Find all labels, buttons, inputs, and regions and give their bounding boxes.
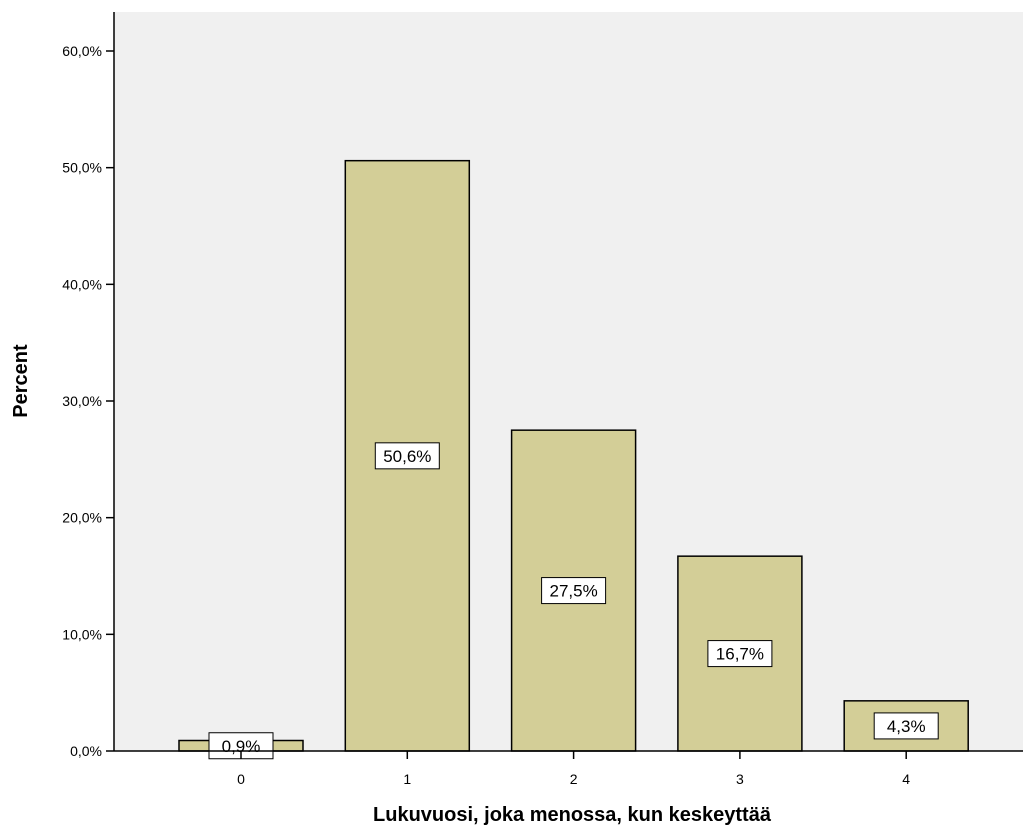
x-tick-label: 0: [237, 771, 245, 787]
y-tick-label: 50,0%: [62, 160, 102, 176]
y-tick-label: 60,0%: [62, 43, 102, 59]
data-label-text: 50,6%: [383, 447, 431, 466]
data-label-box: [873, 712, 939, 740]
x-tick-label: 3: [736, 771, 744, 787]
data-label-box: [707, 640, 773, 668]
data-label-text: 16,7%: [716, 645, 764, 664]
data-label-box: [541, 577, 607, 605]
y-tick-label: 10,0%: [62, 626, 102, 642]
y-tick-label: 30,0%: [62, 393, 102, 409]
data-label-text: 4,3%: [887, 717, 926, 736]
data-label-3: 16,7%: [707, 640, 773, 668]
y-tick-label: 20,0%: [62, 510, 102, 526]
data-label-text: 27,5%: [549, 582, 597, 601]
data-label-box: [374, 442, 440, 470]
y-axis-title: Percent: [10, 344, 32, 418]
data-label-2: 27,5%: [541, 577, 607, 605]
data-labels-group: 0,9%50,6%27,5%16,7%4,3%: [208, 442, 939, 760]
y-tick-label: 0,0%: [70, 743, 102, 759]
y-axis-ticks: 0,0% 10,0% 20,0% 30,0% 40,0% 50,0% 60,0%: [62, 43, 114, 759]
x-tick-label: 1: [403, 771, 411, 787]
data-label-4: 4,3%: [873, 712, 939, 740]
y-tick-label: 40,0%: [62, 276, 102, 292]
x-tick-label: 4: [902, 771, 910, 787]
x-tick-label: 2: [570, 771, 578, 787]
x-axis-title: Lukuvuosi, joka menossa, kun keskeyttää: [373, 804, 772, 826]
x-axis-ticks: 0 1 2 3 4: [237, 751, 910, 787]
data-label-1: 50,6%: [374, 442, 440, 470]
